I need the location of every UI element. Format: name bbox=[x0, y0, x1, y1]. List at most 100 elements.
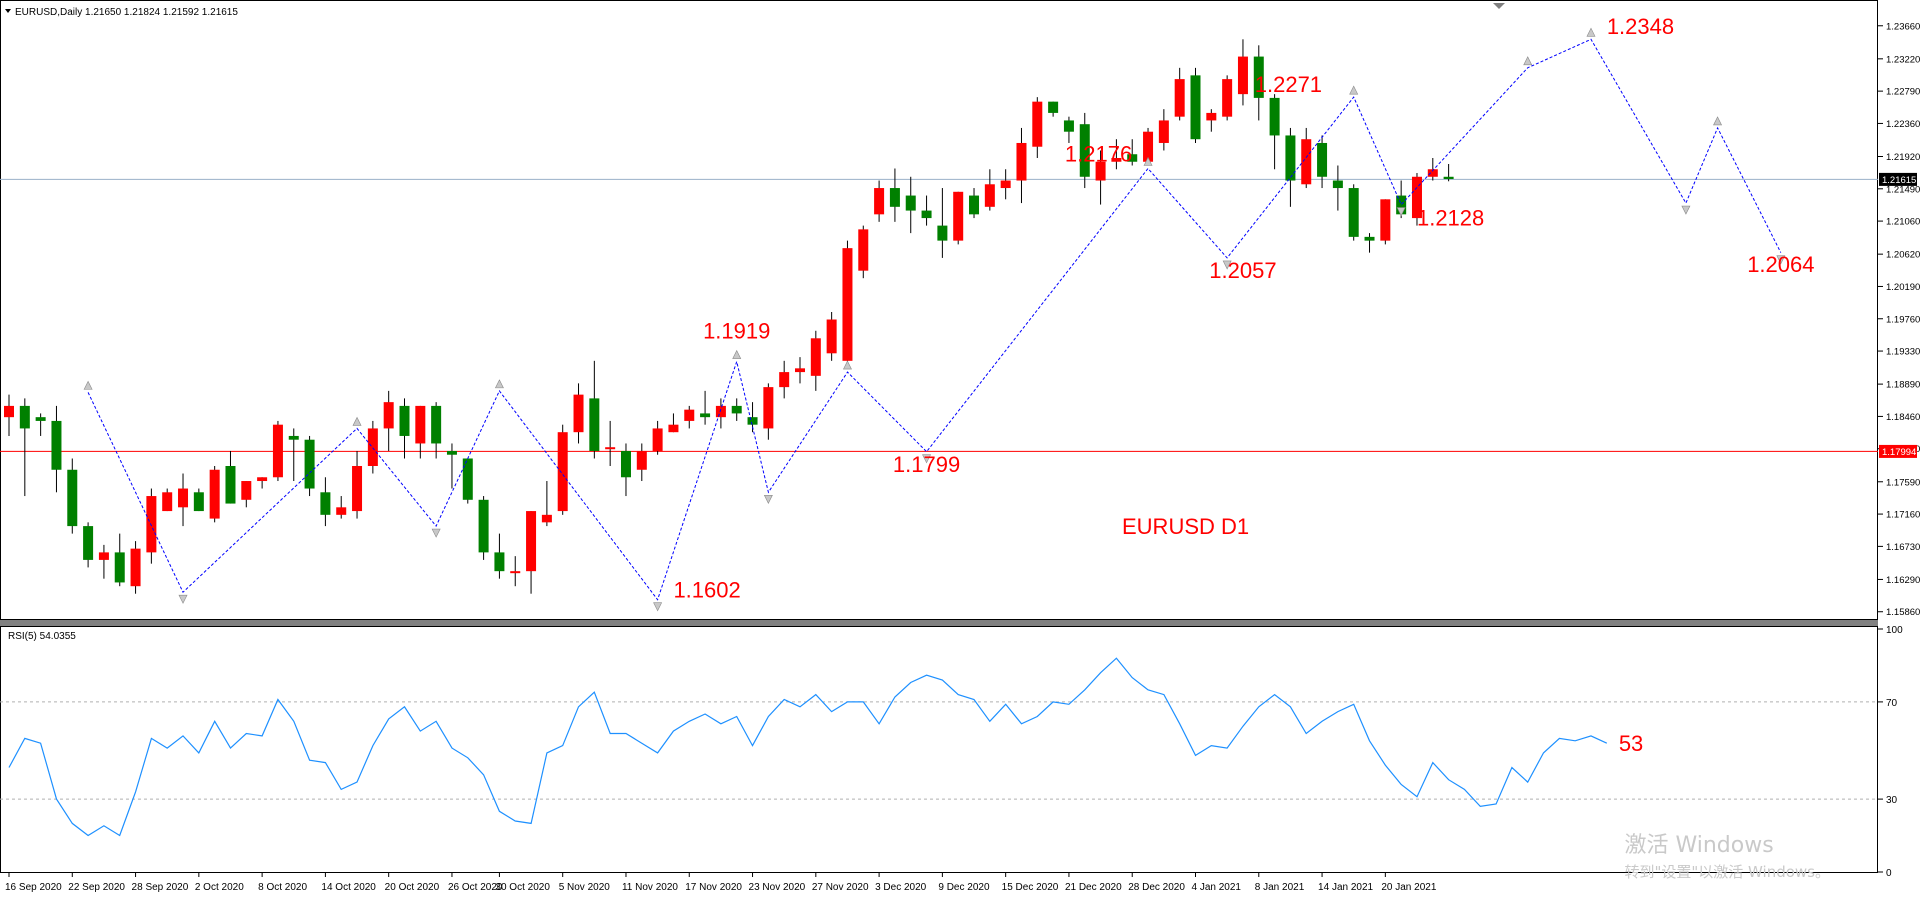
candle-body bbox=[146, 496, 157, 553]
candle-body bbox=[336, 507, 347, 515]
zigzag-line bbox=[87, 38, 1782, 601]
chart-shift-arrow-icon[interactable] bbox=[1493, 3, 1505, 9]
candle-body bbox=[557, 432, 568, 512]
price-tick-label: 1.19760 bbox=[1886, 314, 1920, 325]
date-tick-label: 22 Sep 2020 bbox=[68, 882, 125, 893]
candle-body bbox=[98, 552, 109, 560]
current-price-label: 1.21615 bbox=[1882, 175, 1916, 186]
candle-body bbox=[1411, 176, 1422, 219]
price-tick-label: 1.21920 bbox=[1886, 152, 1920, 163]
date-tick-label: 30 Oct 2020 bbox=[495, 882, 550, 893]
price-tick-label: 1.21060 bbox=[1886, 217, 1920, 228]
watermark-subtitle: 转到"设置"以激活 Windows。 bbox=[1624, 863, 1830, 881]
swing-price-annotation: 1.1919 bbox=[703, 318, 770, 343]
candle-body bbox=[953, 191, 964, 241]
candle-body bbox=[1143, 131, 1154, 162]
candle-body bbox=[1127, 154, 1138, 162]
candle-body bbox=[795, 368, 805, 373]
candle-body bbox=[320, 492, 331, 515]
date-tick-label: 3 Dec 2020 bbox=[875, 882, 927, 893]
swing-arrow-marker bbox=[1523, 56, 1533, 66]
candle-body bbox=[415, 405, 426, 444]
candle-body bbox=[605, 447, 616, 450]
swing-arrow-marker bbox=[1586, 27, 1596, 37]
candle-body bbox=[1348, 188, 1359, 237]
candle-body bbox=[1111, 157, 1122, 162]
candle-body bbox=[1095, 161, 1106, 181]
swing-price-annotation: 1.2271 bbox=[1255, 72, 1322, 97]
date-tick-label: 11 Nov 2020 bbox=[622, 882, 678, 893]
candle-body bbox=[225, 465, 236, 504]
candle-body bbox=[715, 405, 726, 418]
price-tick-label: 1.16290 bbox=[1886, 575, 1920, 586]
date-tick-label: 28 Sep 2020 bbox=[132, 882, 189, 893]
price-tick-label: 1.18890 bbox=[1886, 380, 1920, 391]
date-tick-label: 17 Nov 2020 bbox=[685, 882, 742, 893]
candle-body bbox=[700, 413, 711, 418]
candle-body bbox=[114, 552, 125, 583]
chart-title: EURUSD D1 bbox=[1122, 514, 1249, 539]
candle-body bbox=[431, 405, 442, 444]
swing-arrow-marker bbox=[1681, 205, 1691, 215]
rsi-tick-label: 70 bbox=[1886, 698, 1898, 709]
swing-arrow-marker bbox=[1143, 156, 1153, 166]
date-tick-label: 4 Jan 2021 bbox=[1192, 882, 1242, 893]
candle-body bbox=[636, 450, 647, 470]
current-price-tag bbox=[1879, 172, 1917, 186]
candle-body bbox=[1079, 124, 1090, 177]
candle-body bbox=[779, 372, 790, 388]
price-tick-label: 1.20620 bbox=[1886, 250, 1920, 261]
price-tick-label: 1.21490 bbox=[1886, 184, 1920, 195]
main-panel-frame bbox=[0, 0, 1878, 620]
price-tick-label: 1.20190 bbox=[1886, 282, 1920, 293]
price-tick-label: 1.15860 bbox=[1886, 607, 1920, 618]
swing-price-annotation: 1.2348 bbox=[1607, 14, 1674, 39]
swing-price-annotation: 1.2057 bbox=[1209, 258, 1276, 283]
swing-arrow-marker bbox=[1396, 207, 1406, 217]
price-tick-label: 1.22790 bbox=[1886, 87, 1920, 98]
candle-body bbox=[1063, 120, 1074, 132]
candle-body bbox=[810, 338, 821, 376]
candle-body bbox=[731, 405, 742, 414]
candle-body bbox=[874, 188, 885, 215]
candle-body bbox=[4, 405, 14, 418]
candle-body bbox=[826, 319, 837, 354]
swing-price-annotation: 1.1799 bbox=[893, 452, 960, 477]
rsi-indicator-label: RSI(5) 54.0355 bbox=[8, 631, 76, 642]
candle-body bbox=[921, 210, 932, 219]
candle-body bbox=[1332, 180, 1343, 189]
swing-arrow-marker bbox=[1222, 260, 1232, 270]
date-tick-label: 5 Nov 2020 bbox=[559, 882, 611, 893]
candle-body bbox=[1000, 180, 1011, 189]
candle-body bbox=[668, 424, 679, 433]
rsi-tick-label: 0 bbox=[1886, 868, 1892, 879]
date-tick-label: 21 Dec 2020 bbox=[1065, 882, 1122, 893]
swing-price-annotation: 1.2064 bbox=[1747, 252, 1814, 277]
swing-arrow-marker bbox=[494, 379, 504, 389]
candle-body bbox=[478, 499, 489, 553]
candle-body bbox=[1443, 176, 1454, 180]
date-tick-label: 8 Oct 2020 bbox=[258, 882, 307, 893]
candle-body bbox=[1190, 75, 1201, 140]
candle-body bbox=[257, 477, 268, 482]
symbol-menu-arrow-icon[interactable] bbox=[5, 9, 11, 13]
candle-body bbox=[19, 405, 30, 429]
candle-body bbox=[1364, 236, 1375, 241]
level-price-tag bbox=[1879, 444, 1917, 458]
candle-body bbox=[304, 439, 315, 489]
swing-arrow-marker bbox=[732, 349, 742, 359]
price-tick-label: 1.16730 bbox=[1886, 542, 1920, 553]
price-tick-label: 1.22360 bbox=[1886, 119, 1920, 130]
date-tick-label: 2 Oct 2020 bbox=[195, 882, 244, 893]
level-price-label: 1.17994 bbox=[1882, 447, 1916, 458]
rsi-line bbox=[8, 657, 1608, 837]
candle-body bbox=[905, 195, 916, 211]
swing-arrow-marker bbox=[763, 494, 773, 504]
candle-body bbox=[241, 481, 252, 500]
candle-body bbox=[367, 428, 378, 466]
candle-body bbox=[747, 417, 758, 425]
date-tick-label: 9 Dec 2020 bbox=[938, 882, 990, 893]
price-tick-label: 1.23660 bbox=[1886, 21, 1920, 32]
rsi-value-annotation: 53 bbox=[1619, 731, 1643, 756]
candle-body bbox=[526, 511, 537, 572]
